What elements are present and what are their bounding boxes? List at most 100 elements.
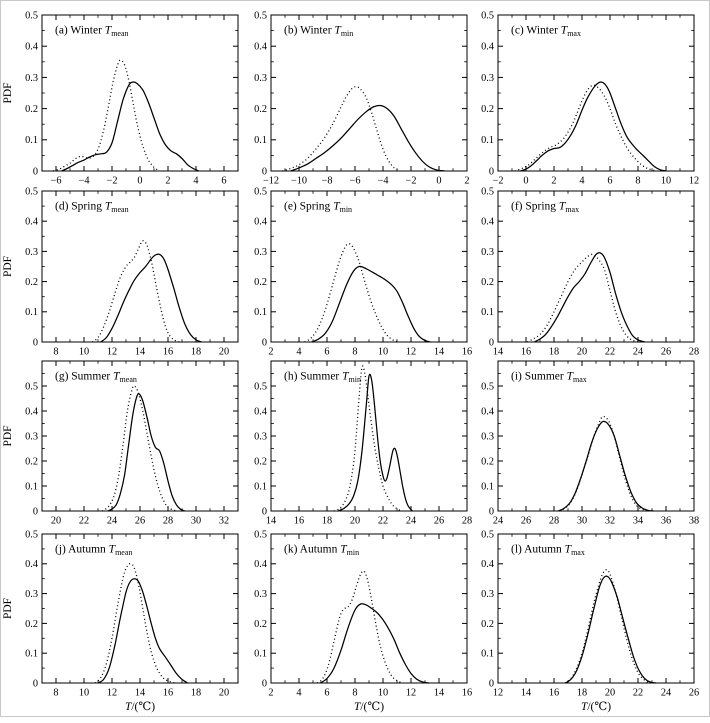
x-tick-label: 16 (521, 347, 531, 358)
x-tick-label: 22 (605, 347, 615, 358)
x-tick-label: 0 (523, 176, 528, 187)
y-tick-label: 0.2 (254, 277, 267, 288)
y-tick-label: 0 (262, 166, 267, 177)
y-tick-label: 0.4 (481, 217, 494, 228)
x-tick-label: 22 (378, 516, 388, 527)
x-tick-label: −8 (322, 176, 333, 187)
panel-title-j: (j) Autumn Tmean (55, 544, 132, 558)
y-tick-label: 0.5 (254, 529, 267, 540)
x-tick-label: 20 (51, 516, 61, 527)
x-axis-label: T/(℃) (125, 701, 155, 713)
y-axis-label: PDF (2, 256, 14, 277)
x-tick-label: 2 (464, 176, 469, 187)
dotted-series-b (282, 86, 401, 172)
y-axis-label: PDF (2, 598, 14, 619)
x-tick-label: 24 (107, 516, 117, 527)
y-tick-label: 0.4 (254, 559, 267, 570)
panel-title-b: (b) Winter Tmin (284, 25, 353, 39)
y-tick-label: 0.3 (254, 73, 267, 84)
x-tick-label: 28 (163, 516, 173, 527)
axes-box-k (270, 533, 468, 684)
y-tick-label: 0.4 (25, 42, 38, 53)
axes-box-a (41, 14, 239, 172)
solid-series-b (290, 104, 445, 172)
x-tick-label: 10 (79, 688, 89, 699)
y-tick-label: 0.4 (25, 406, 38, 417)
x-tick-label: 30 (577, 516, 587, 527)
y-tick-label: 0 (489, 166, 494, 177)
y-tick-label: 0.1 (25, 135, 38, 146)
x-tick-label: 24 (493, 516, 503, 527)
x-tick-label: 2 (268, 688, 273, 699)
x-tick-label: 14 (493, 347, 503, 358)
solid-series-k (319, 603, 430, 684)
solid-series-e (311, 265, 431, 343)
y-tick-label: 0.4 (25, 559, 38, 570)
axes-box-h (270, 360, 468, 512)
x-tick-label: 36 (661, 516, 671, 527)
panel-title-g: (g) Summer Tmean (55, 371, 137, 385)
dotted-series-i (559, 415, 649, 512)
x-tick-label: −6 (51, 176, 62, 187)
panel-title-k: (k) Autumn Tmin (284, 544, 359, 558)
axes-box-d (41, 190, 239, 343)
x-tick-label: 18 (577, 688, 587, 699)
y-tick-label: 0.2 (254, 104, 267, 115)
panel-title-d: (d) Spring Tmean (55, 201, 129, 215)
x-tick-label: −4 (79, 176, 90, 187)
x-axis-label: T/(℃) (581, 701, 611, 713)
dotted-series-h (333, 365, 402, 512)
y-tick-label: 0.1 (254, 481, 267, 492)
y-tick-label: 0 (489, 678, 494, 689)
x-tick-label: 8 (53, 688, 58, 699)
y-tick-label: 0.1 (25, 307, 38, 318)
y-axis-label: PDF (2, 82, 14, 103)
x-tick-label: 22 (79, 516, 89, 527)
x-tick-label: 18 (549, 347, 559, 358)
y-tick-label: 0.1 (254, 649, 267, 660)
x-tick-label: 14 (135, 347, 145, 358)
x-tick-label: 24 (633, 347, 643, 358)
x-tick-label: 12 (107, 688, 117, 699)
x-tick-label: 10 (378, 688, 388, 699)
x-tick-label: 14 (266, 516, 276, 527)
x-tick-label: 2 (165, 176, 170, 187)
axes-box-j (41, 533, 239, 684)
y-tick-label: 0.3 (25, 247, 38, 258)
x-tick-label: 14 (135, 688, 145, 699)
y-tick-label: 0.5 (481, 529, 494, 540)
x-tick-label: −2 (107, 176, 118, 187)
y-tick-label: 0.1 (25, 649, 38, 660)
x-tick-label: 8 (352, 688, 357, 699)
x-tick-label: 0 (137, 176, 142, 187)
y-tick-label: 0.2 (254, 619, 267, 630)
x-tick-label: 28 (462, 516, 472, 527)
x-tick-label: −2 (493, 176, 504, 187)
y-tick-label: 0.5 (481, 10, 494, 21)
solid-series-a (61, 81, 200, 172)
solid-series-g (107, 392, 186, 512)
x-tick-label: 26 (434, 516, 444, 527)
x-tick-label: 12 (493, 688, 503, 699)
x-tick-label: 16 (163, 688, 173, 699)
panel-title-f: (f) Spring Tmax (511, 201, 579, 215)
y-tick-label: 0.1 (254, 135, 267, 146)
panel-f: 14 16 18 20 22 24 26 28 0 0.1 0.2 0.3 0.4 0.5 (f) Spri… (481, 186, 699, 357)
y-tick-label: 0.2 (481, 277, 494, 288)
axes-box-b (270, 14, 468, 172)
y-tick-label: 0.4 (254, 217, 267, 228)
x-tick-label: 10 (79, 347, 89, 358)
y-tick-label: 0.5 (25, 10, 38, 21)
x-tick-label: 16 (462, 688, 472, 699)
x-tick-label: 10 (661, 176, 671, 187)
panel-e: 2 4 6 8 10 12 14 16 0 0.1 0.2 0.3 0.4 0.5 (e) Spring T… (254, 186, 472, 357)
x-tick-label: 18 (322, 516, 332, 527)
x-tick-label: 20 (605, 688, 615, 699)
x-tick-label: 12 (689, 176, 699, 187)
dotted-series-a (52, 59, 160, 172)
y-tick-label: 0.3 (25, 589, 38, 600)
y-tick-label: 0.5 (254, 186, 267, 197)
y-tick-label: 0.4 (481, 42, 494, 53)
dotted-series-j (94, 563, 176, 684)
